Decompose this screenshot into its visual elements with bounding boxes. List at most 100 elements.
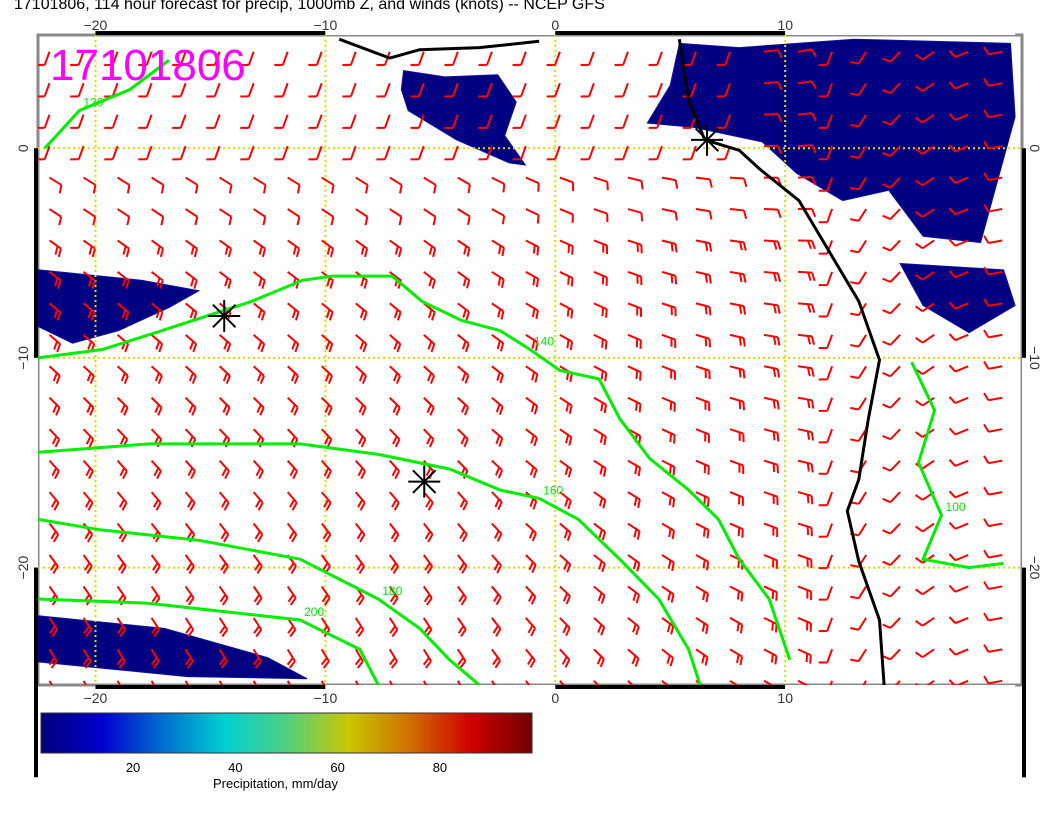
barb-feather	[708, 338, 712, 348]
wind-barb	[410, 82, 425, 98]
barb-staff	[661, 585, 675, 596]
barb-feather	[388, 657, 396, 666]
wind-barb	[253, 302, 266, 321]
barb-feather	[739, 624, 744, 634]
barb-feather	[322, 660, 330, 669]
barb-feather	[531, 532, 537, 542]
barb-staff	[77, 82, 85, 97]
barb-feather	[636, 562, 641, 572]
border-scale-left	[34, 567, 38, 778]
barb-staff	[954, 176, 969, 184]
barb-feather	[389, 690, 394, 697]
barb-feather	[565, 691, 569, 699]
wind-barb	[882, 617, 901, 629]
barb-staff	[857, 585, 867, 599]
barb-staff	[491, 271, 505, 281]
barb-feather	[88, 246, 93, 255]
barb-feather	[429, 407, 435, 416]
wind-barb	[983, 109, 1003, 119]
wind-barb	[695, 365, 711, 380]
wind-barb	[882, 176, 901, 189]
barb-feather	[54, 246, 59, 255]
wind-barb	[308, 82, 323, 98]
barb-staff	[797, 648, 812, 657]
barb-staff	[184, 302, 198, 313]
wind-barb	[818, 145, 834, 161]
barb-feather	[394, 438, 401, 448]
barb-staff	[661, 208, 676, 213]
barb-feather	[225, 375, 231, 385]
barb-staff	[218, 397, 231, 409]
wind-barb	[915, 50, 935, 61]
wind-barb	[525, 365, 539, 383]
wind-barb	[882, 365, 901, 378]
barb-feather	[91, 280, 96, 289]
barb-feather	[390, 562, 397, 571]
barb-staff	[525, 428, 538, 439]
barb-feather	[227, 280, 232, 289]
barb-feather	[739, 656, 744, 666]
barb-feather	[674, 243, 678, 253]
barb-staff	[184, 459, 196, 472]
wind-barb	[354, 522, 366, 543]
wind-barb	[525, 239, 540, 256]
barb-feather	[255, 629, 263, 638]
barb-feather	[296, 184, 301, 194]
barb-feather	[326, 277, 331, 287]
barb-staff	[622, 51, 629, 66]
barb-staff	[559, 176, 574, 184]
wind-barb	[850, 617, 867, 631]
barb-staff	[389, 334, 402, 345]
wind-barb	[252, 617, 263, 638]
barb-staff	[252, 617, 263, 631]
wind-barb	[48, 648, 58, 669]
barb-staff	[661, 428, 676, 436]
barb-feather	[495, 596, 502, 606]
barb-staff	[218, 428, 231, 440]
barb-staff	[321, 208, 334, 218]
barb-staff	[588, 145, 595, 160]
wind-barb	[456, 648, 467, 669]
barb-feather	[155, 502, 162, 511]
barb-feather	[126, 184, 131, 194]
barb-staff	[320, 617, 331, 631]
wind-barb	[729, 333, 746, 347]
wind-barb	[423, 176, 437, 194]
barb-staff	[116, 397, 129, 409]
wind-barb	[287, 208, 301, 226]
wind-barb	[559, 585, 571, 605]
barb-staff	[862, 680, 867, 685]
barb-feather	[670, 594, 675, 603]
barb-staff	[988, 554, 1003, 559]
barb-feather	[186, 660, 194, 669]
barb-staff	[826, 145, 834, 160]
wind-barb	[627, 648, 640, 667]
wind-barb	[48, 491, 60, 511]
barb-staff	[457, 176, 471, 186]
barb-staff	[889, 365, 901, 378]
barb-feather	[498, 406, 504, 416]
barb-staff	[988, 428, 1003, 433]
wind-barb	[48, 271, 62, 289]
barb-feather	[57, 280, 62, 289]
wind-barb	[915, 302, 935, 313]
barb-feather	[501, 215, 506, 225]
barb-staff	[954, 333, 969, 342]
barb-feather	[915, 431, 924, 438]
barb-staff	[388, 648, 398, 662]
wind-barb	[661, 459, 676, 476]
wind-barb	[389, 176, 403, 194]
barb-feather	[52, 565, 59, 574]
barb-feather	[670, 274, 674, 284]
barb-feather	[125, 280, 130, 289]
wind-barb	[983, 329, 1003, 339]
wind-barb	[82, 648, 92, 669]
wind-barb	[422, 554, 433, 574]
barb-feather	[701, 623, 706, 632]
barb-feather	[671, 530, 676, 540]
wind-barb	[882, 208, 901, 221]
barb-feather	[126, 216, 131, 226]
barb-staff	[922, 396, 935, 407]
colorbar	[40, 712, 533, 754]
barb-feather	[82, 657, 90, 666]
